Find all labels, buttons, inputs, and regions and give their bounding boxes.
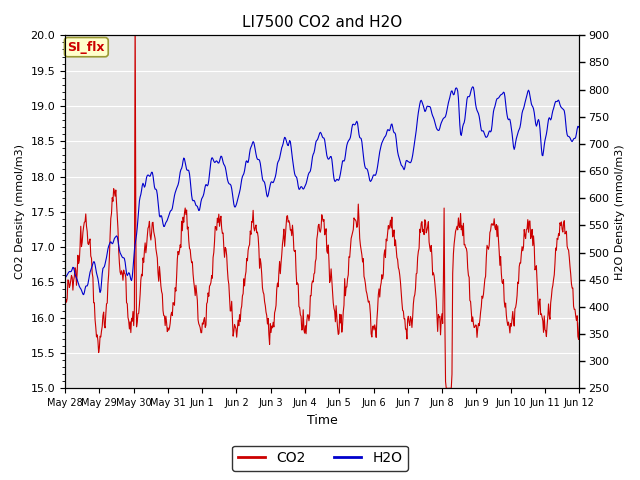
X-axis label: Time: Time (307, 414, 337, 427)
Title: LI7500 CO2 and H2O: LI7500 CO2 and H2O (242, 15, 403, 30)
Legend: CO2, H2O: CO2, H2O (232, 445, 408, 471)
Y-axis label: H2O Density (mmol/m3): H2O Density (mmol/m3) (615, 144, 625, 280)
Text: SI_flx: SI_flx (68, 41, 105, 54)
Y-axis label: CO2 Density (mmol/m3): CO2 Density (mmol/m3) (15, 144, 25, 279)
